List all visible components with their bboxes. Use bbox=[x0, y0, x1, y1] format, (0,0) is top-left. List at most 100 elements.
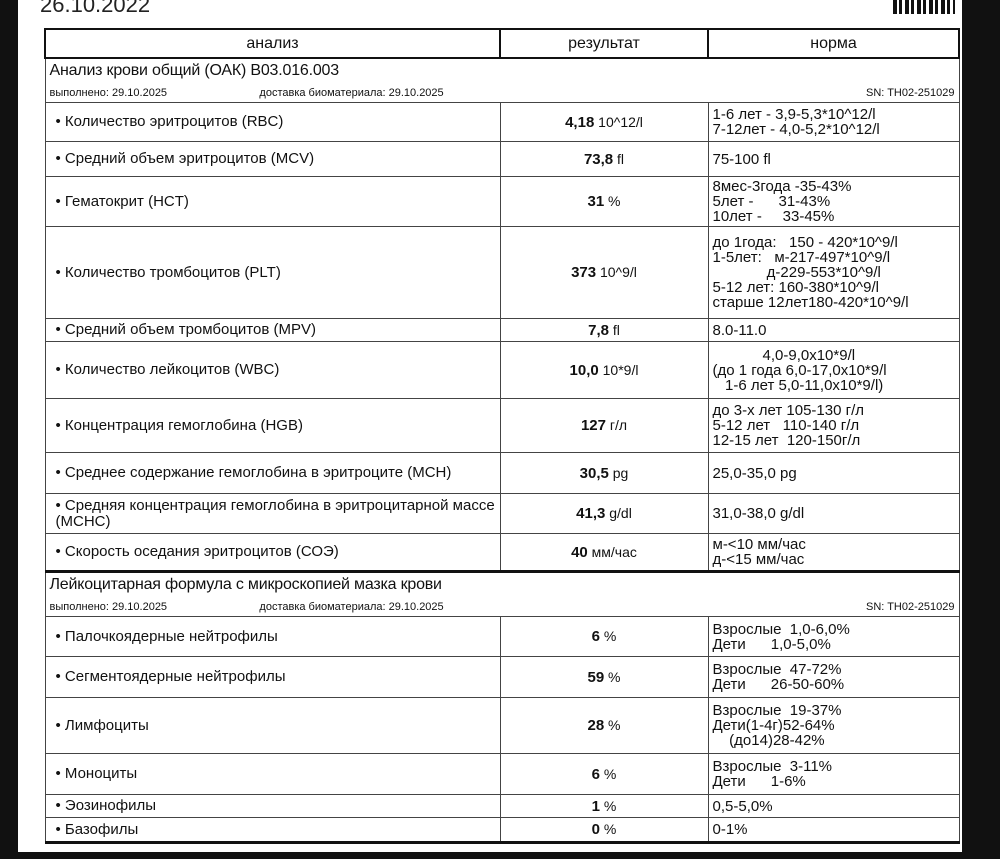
analysis-name: • Гематокрит (HCT) bbox=[44, 176, 501, 227]
result-value: 59 bbox=[587, 668, 605, 686]
result-value: 41,3 bbox=[576, 505, 606, 522]
result-value: 1 bbox=[591, 797, 600, 815]
norm-range: 1-6 лет - 3,9-5,3*10^12/l 7-12лет - 4,0-… bbox=[707, 102, 960, 142]
section-title-row: Анализ крови общий (ОАК) B03.016.003 bbox=[44, 57, 960, 83]
result-cell: 0 % bbox=[499, 817, 709, 844]
norm-range: Взрослые 3-11% Дети 1-6% bbox=[707, 753, 960, 795]
norm-range: 75-100 fl bbox=[707, 141, 960, 177]
result-unit: % bbox=[600, 821, 617, 837]
result-value: 10,0 bbox=[569, 361, 599, 379]
table-row: • Средний объем эритроцитов (MCV) 73,8 f… bbox=[44, 141, 960, 177]
result-cell: 4,18 10^12/l bbox=[499, 102, 709, 142]
column-norm: норма bbox=[707, 28, 960, 59]
norm-range: 25,0-35,0 pg bbox=[707, 452, 960, 494]
analysis-name: • Средний объем эритроцитов (MCV) bbox=[44, 141, 501, 177]
result-cell: 7,8 fl bbox=[499, 318, 709, 342]
norm-range: Взрослые 19-37% Дети(1-4г)52-64% (до14)2… bbox=[707, 697, 960, 754]
results-table: анализ результат норма Анализ крови общи… bbox=[44, 28, 960, 844]
table-row: • Эозинофилы 1 % 0,5-5,0% bbox=[44, 794, 960, 818]
table-row: • Количество эритроцитов (RBC) 4,18 10^1… bbox=[44, 102, 960, 142]
section-title: Лейкоцитарная формула с микроскопией маз… bbox=[49, 576, 443, 593]
result-cell: 28 % bbox=[499, 697, 709, 754]
table-row: • Скорость оседания эритроцитов (СОЭ) 40… bbox=[44, 533, 960, 573]
table-row: • Базофилы 0 % 0-1% bbox=[44, 817, 960, 844]
norm-range: 8.0-11.0 bbox=[707, 318, 960, 342]
result-unit: % bbox=[604, 717, 621, 733]
result-unit: g/dl bbox=[605, 505, 632, 521]
result-unit: мм/час bbox=[587, 543, 637, 560]
result-cell: 40 мм/час bbox=[499, 533, 709, 573]
section-title: Анализ крови общий (ОАК) B03.016.003 bbox=[49, 62, 340, 79]
column-analysis: анализ bbox=[44, 28, 501, 59]
result-value: 4,18 bbox=[565, 113, 595, 131]
analysis-name: • Количество лейкоцитов (WBC) bbox=[44, 341, 501, 399]
result-unit: % bbox=[600, 628, 617, 644]
result-value: 6 bbox=[591, 628, 600, 645]
result-value: 28 bbox=[587, 717, 605, 734]
result-value: 40 bbox=[571, 543, 588, 561]
table-row: • Лимфоциты 28 % Взрослые 19-37% Дети(1-… bbox=[44, 697, 960, 754]
analysis-name: • Сегментоядерные нейтрофилы bbox=[44, 656, 501, 698]
table-row: • Палочкоядерные нейтрофилы 6 % Взрослые… bbox=[44, 616, 960, 657]
result-cell: 6 % bbox=[499, 616, 709, 657]
analysis-name: • Эозинофилы bbox=[44, 794, 501, 818]
section-meta-row: выполнено: 29.10.2025 доставка биоматери… bbox=[44, 597, 960, 617]
result-cell: 31 % bbox=[499, 176, 709, 227]
norm-range: м-<10 мм/час д-<15 мм/час bbox=[707, 533, 960, 573]
norm-range: до 1года: 150 - 420*10^9/l 1-5лет: м-217… bbox=[707, 226, 960, 319]
serial-number: SN: TH02-251029 bbox=[866, 600, 955, 613]
result-unit: 10*9/l bbox=[598, 361, 639, 378]
result-value: 30,5 bbox=[579, 464, 609, 482]
norm-range: 4,0-9,0x10*9/l (до 1 года 6,0-17,0x10*9/… bbox=[707, 341, 960, 399]
table-row: • Моноциты 6 % Взрослые 3-11% Дети 1-6% bbox=[44, 753, 960, 795]
result-value: 7,8 bbox=[588, 321, 609, 339]
result-unit: 10^9/l bbox=[596, 264, 637, 280]
result-cell: 10,0 10*9/l bbox=[499, 341, 709, 399]
section-title-row: Лейкоцитарная формула с микроскопией маз… bbox=[44, 571, 960, 597]
result-value: 127 bbox=[580, 417, 606, 434]
delivery-date: доставка биоматериала: 29.10.2025 bbox=[259, 86, 444, 99]
result-cell: 41,3 g/dl bbox=[499, 493, 709, 534]
norm-range: 0-1% bbox=[707, 817, 960, 844]
column-result: результат bbox=[499, 28, 709, 59]
result-value: 73,8 bbox=[583, 150, 614, 168]
result-cell: 6 % bbox=[499, 753, 709, 795]
analysis-name: • Скорость оседания эритроцитов (СОЭ) bbox=[44, 533, 501, 573]
analysis-name: • Среднее содержание гемоглобина в эритр… bbox=[44, 452, 501, 494]
norm-range: до 3-х лет 105-130 г/л 5-12 лет 110-140 … bbox=[707, 398, 960, 453]
serial-number: SN: TH02-251029 bbox=[866, 86, 955, 99]
result-unit: г/л bbox=[605, 417, 628, 433]
result-unit: % bbox=[604, 193, 621, 209]
analysis-name: • Палочкоядерные нейтрофилы bbox=[44, 616, 501, 657]
analysis-name: • Средняя концентрация гемоглобина в эри… bbox=[44, 493, 501, 534]
result-unit: fl bbox=[613, 150, 625, 167]
result-cell: 127 г/л bbox=[499, 398, 709, 453]
result-value: 0 bbox=[591, 821, 600, 838]
result-cell: 1 % bbox=[499, 794, 709, 818]
result-cell: 373 10^9/l bbox=[499, 226, 709, 319]
table-row: • Средняя концентрация гемоглобина в эри… bbox=[44, 493, 960, 534]
table-row: • Сегментоядерные нейтрофилы 59 % Взросл… bbox=[44, 656, 960, 698]
analysis-name: • Базофилы bbox=[44, 817, 501, 844]
document-date: 26.10.2022 bbox=[40, 0, 151, 17]
result-cell: 73,8 fl bbox=[499, 141, 709, 177]
norm-range: Взрослые 1,0-6,0% Дети 1,0-5,0% bbox=[707, 616, 960, 657]
result-unit: % bbox=[604, 668, 621, 685]
result-unit: % bbox=[600, 797, 617, 814]
result-cell: 30,5 pg bbox=[499, 452, 709, 494]
result-unit: 10^12/l bbox=[594, 113, 643, 130]
analysis-name: • Лимфоциты bbox=[44, 697, 501, 754]
result-cell: 59 % bbox=[499, 656, 709, 698]
result-value: 31 bbox=[587, 193, 605, 210]
norm-range: 31,0-38,0 g/dl bbox=[707, 493, 960, 534]
delivery-date: доставка биоматериала: 29.10.2025 bbox=[259, 600, 444, 613]
analysis-name: • Количество эритроцитов (RBC) bbox=[44, 102, 501, 142]
analysis-name: • Моноциты bbox=[44, 753, 501, 795]
table-row: • Концентрация гемоглобина (HGB) 127 г/л… bbox=[44, 398, 960, 453]
norm-range: Взрослые 47-72% Дети 26-50-60% bbox=[707, 656, 960, 698]
result-value: 6 bbox=[591, 765, 600, 783]
table-row: • Гематокрит (HCT) 31 % 8мес-3года -35-4… bbox=[44, 176, 960, 227]
result-value: 373 bbox=[571, 264, 597, 281]
section-meta-row: выполнено: 29.10.2025 доставка биоматери… bbox=[44, 83, 960, 103]
table-row: • Средний объем тромбоцитов (MPV) 7,8 fl… bbox=[44, 318, 960, 342]
